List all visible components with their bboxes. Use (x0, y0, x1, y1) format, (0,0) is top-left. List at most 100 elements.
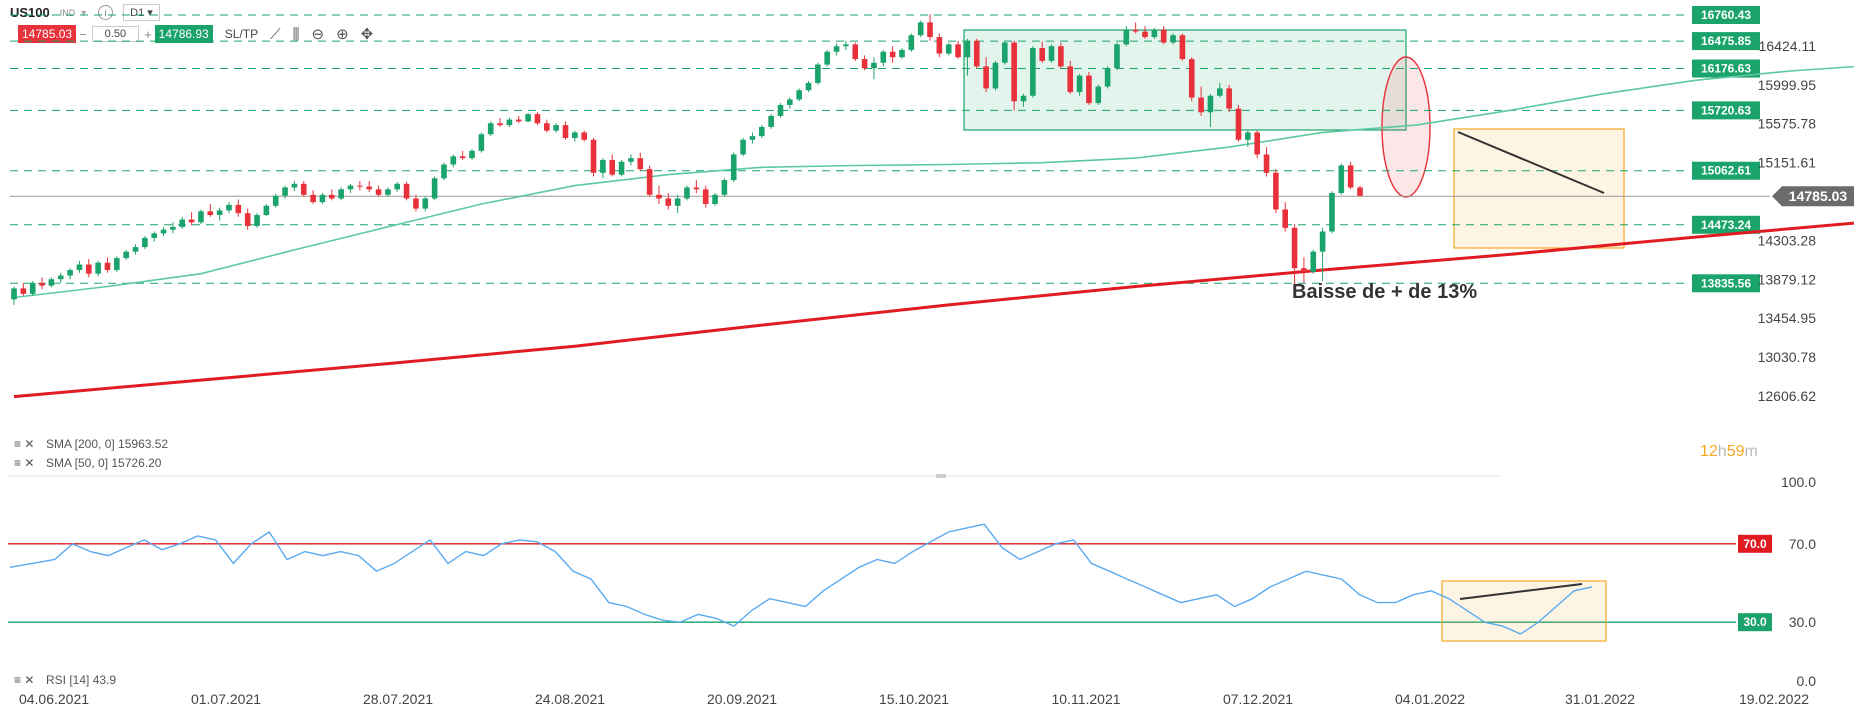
candle (964, 38, 971, 76)
rsi-tick-3: 0.0 (1797, 673, 1817, 689)
current-price-badge (1772, 186, 1854, 207)
candle (992, 60, 999, 91)
candle (403, 181, 410, 201)
candle-body (1132, 29, 1139, 32)
candle-body (665, 198, 672, 206)
sma200-label[interactable]: SMA [200, 0] 15963.52 (46, 437, 168, 451)
candle-body (628, 158, 634, 162)
buy-button[interactable]: 14786.93 (154, 25, 213, 43)
zoom-in-icon[interactable]: ⊕ (336, 26, 349, 43)
candle-body (805, 82, 812, 91)
candle-body (730, 154, 737, 181)
candle-body (758, 126, 765, 137)
rsi-menu-icon[interactable]: ≡ ✕ (14, 673, 34, 687)
candle (712, 192, 718, 206)
candle-body (543, 123, 550, 131)
drop-annotation: Baisse de + de 13% (1292, 281, 1477, 303)
candle (702, 185, 709, 208)
rsi-label[interactable]: RSI [14] 43.9 (46, 673, 116, 687)
candle (852, 42, 859, 61)
candle (300, 181, 307, 197)
candle-body (646, 169, 653, 195)
symbol-dropdown-icon[interactable]: ▼ (79, 7, 89, 18)
rsi-tick-0: 100.0 (1781, 474, 1816, 490)
candle (609, 154, 616, 177)
candle-body (385, 189, 391, 195)
candle (1104, 66, 1111, 89)
candle-body (170, 226, 176, 230)
legend-menu-icon-2[interactable]: ≡ ✕ (14, 456, 34, 470)
rsi-badge-0 (1738, 534, 1772, 553)
candle-body (917, 22, 924, 36)
candle-body (487, 123, 494, 135)
candle-body (1338, 165, 1345, 193)
info-icon[interactable]: i (98, 5, 114, 20)
candle (1226, 84, 1232, 113)
lot-increase-button[interactable]: + (144, 26, 152, 42)
timeframe-dropdown-icon: ▾ (147, 7, 153, 19)
date-tick-6: 10.11.2021 (1051, 691, 1120, 707)
date-tick-3: 24.08.2021 (535, 691, 605, 707)
date-tick-1: 01.07.2021 (191, 691, 261, 707)
candle (758, 125, 765, 138)
level-badge-0 (1692, 6, 1760, 24)
candle-body (787, 99, 793, 105)
candle (1291, 224, 1298, 296)
draw-trend-icon[interactable]: ⟋ (270, 25, 281, 43)
sltp-button[interactable]: SL/TP (224, 27, 259, 41)
candle (1319, 227, 1326, 282)
candle-body (1245, 132, 1251, 140)
level-label-1: 16475.85 (1701, 34, 1751, 48)
level-badge-5 (1692, 215, 1760, 234)
lot-decrease-button[interactable]: − (79, 26, 87, 42)
candle (254, 213, 260, 228)
candle (684, 185, 690, 201)
candle (1160, 26, 1167, 45)
candle (385, 187, 391, 197)
candle-body (282, 187, 288, 196)
rsi-tick-1: 70.0 (1789, 536, 1816, 552)
symbol-type-badge: IND (59, 7, 76, 18)
sell-button[interactable]: 14785.03 (18, 25, 77, 43)
level-badge-6 (1692, 274, 1760, 293)
candle-body (1170, 35, 1176, 43)
candle (114, 256, 120, 272)
crosshair-icon[interactable]: ✥ (360, 26, 374, 43)
candle (1188, 57, 1195, 102)
candle (478, 132, 485, 153)
candle-type-icon[interactable]: ⫼ (292, 25, 300, 43)
price-tick-7: 13030.78 (1758, 349, 1817, 365)
rsi-divergence-line (1459, 583, 1583, 600)
zoom-out-icon[interactable]: ⊖ (311, 26, 325, 43)
candle (843, 40, 849, 50)
timeframe-select[interactable]: D1 ▾ (123, 4, 160, 21)
candle-body (815, 64, 821, 83)
level-label-3: 15720.63 (1701, 103, 1751, 117)
candle-body (1020, 95, 1027, 102)
legend-menu-icon[interactable]: ≡ ✕ (14, 437, 34, 451)
price-tick-2: 15575.78 (1758, 116, 1817, 132)
date-tick-10: 19.02.2022 (1739, 691, 1809, 707)
candle-body (721, 180, 728, 195)
candle (95, 260, 101, 277)
candle (67, 268, 73, 280)
symbol-name[interactable]: US100 (10, 5, 50, 20)
candle-body (1310, 251, 1317, 272)
candle (543, 119, 550, 133)
level-badge-2 (1692, 59, 1760, 78)
candle (1179, 33, 1186, 61)
candle-body (1095, 86, 1102, 104)
candle (235, 199, 242, 217)
candle-body (347, 185, 354, 190)
candle (497, 117, 503, 127)
candle (1198, 86, 1204, 116)
date-tick-8: 04.01.2022 (1395, 691, 1465, 707)
candle-body (48, 279, 55, 286)
candle (459, 150, 466, 160)
candle-body (1347, 165, 1354, 188)
resistance-trendline (1457, 131, 1605, 194)
sma50-label[interactable]: SMA [50, 0] 15726.20 (46, 456, 162, 470)
candle-body (590, 139, 597, 173)
candle-body (1357, 187, 1363, 196)
